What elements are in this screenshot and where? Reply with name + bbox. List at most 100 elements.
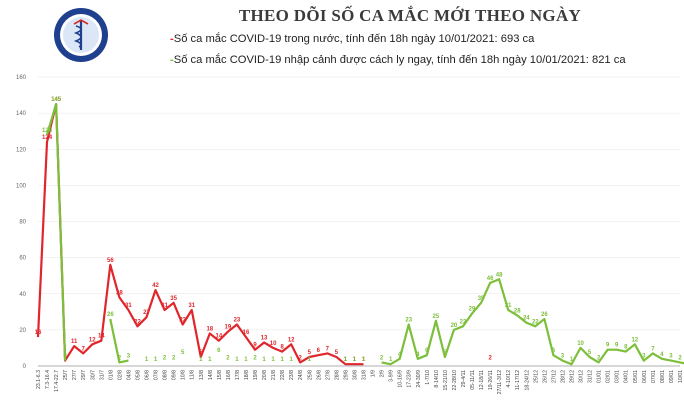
domestic-data-label-11: 22 — [134, 319, 141, 325]
imported-segment-1-label-15: 28 — [514, 308, 521, 314]
domestic-data-label-16: 23 — [179, 317, 186, 323]
domestic-data-label-15: 35 — [170, 296, 177, 302]
imported-segment-1-label-24: 2 — [597, 355, 601, 361]
x-tick-label-44: 8-14/10 — [434, 370, 440, 388]
domestic-data-label-12: 27 — [143, 310, 150, 316]
x-tick-label-66: 05/01 — [633, 370, 639, 383]
x-tick-label-53: 11-17/12 — [515, 370, 521, 390]
imported-point-label-7: 6 — [217, 348, 221, 354]
x-tick-label-65: 04/01 — [624, 370, 630, 383]
x-tick-label-7: 31/7 — [99, 370, 105, 380]
imported-segment-1-label-17: 22 — [532, 319, 539, 325]
imported-segment-1-label-32: 3 — [669, 354, 673, 360]
domestic-data-label-23: 16 — [243, 330, 250, 336]
x-tick-label-59: 29/12 — [569, 370, 575, 383]
domestic-data-label-25: 13 — [261, 336, 268, 342]
x-tick-label-47: 29-4/11 — [461, 370, 467, 387]
imported-segment-1-label-29: 3 — [642, 354, 646, 360]
imported-point-label-3: 2 — [172, 355, 176, 361]
imported-segment-1-label-25: 9 — [606, 343, 610, 349]
x-tick-label-46: 22-28/10 — [452, 370, 458, 391]
x-tick-label-57: 27/12 — [551, 370, 557, 383]
y-tick-label-2: 40 — [19, 292, 26, 298]
imported-data-label-2: 3 — [63, 354, 67, 360]
domestic-data-label-31: 6 — [317, 348, 321, 354]
imported-series-line-1 — [381, 278, 684, 366]
x-tick-label-30: 25/8 — [307, 370, 313, 380]
domestic-data-label-27: 8 — [280, 345, 284, 351]
imported-point-label-2: 2 — [163, 355, 167, 361]
x-tick-label-54: 18-24/12 — [524, 370, 530, 391]
x-tick-label-42: 24-30/9 — [416, 370, 422, 388]
page-title: THEO DÕI SỐ CA MẮC MỚI THEO NGÀY — [238, 6, 582, 25]
domestic-data-label-30: 5 — [308, 350, 312, 356]
x-tick-label-10: 04/8 — [126, 370, 132, 380]
x-tick-label-36: 31/8 — [362, 370, 368, 380]
x-tick-label-39: 3-9/9 — [389, 370, 395, 382]
imported-point-label-6: 1 — [208, 357, 212, 363]
x-tick-label-60: 30/12 — [579, 370, 585, 383]
x-tick-label-14: 08/8 — [163, 370, 169, 380]
x-tick-label-16: 10/8 — [181, 370, 187, 380]
domestic-data-label-8: 56 — [107, 258, 114, 264]
x-tick-label-26: 21/8 — [271, 370, 277, 380]
x-tick-label-71: 10/01 — [678, 370, 684, 383]
x-tick-label-38: 2/9 — [380, 370, 386, 377]
legend-domestic-marker: - — [170, 33, 174, 45]
imported-segment-1-label-12: 46 — [487, 276, 494, 282]
domestic-data-label-13: 42 — [152, 283, 159, 289]
imported-data-label-0: 128 — [42, 128, 53, 134]
x-tick-label-31: 26/8 — [316, 370, 322, 380]
imported-segment-1-label-4: 4 — [416, 352, 420, 358]
x-tick-label-37: 1/9 — [371, 370, 377, 377]
x-tick-label-34: 29/8 — [343, 370, 349, 380]
imported-segment-1-label-6: 25 — [433, 314, 440, 320]
x-tick-label-1: 7.3-16.4 — [45, 370, 51, 389]
imported-point-label-13: 1 — [271, 357, 275, 363]
imported-point-label-16: 1 — [308, 357, 312, 363]
imported-point-label-15: 1 — [290, 357, 294, 363]
y-tick-label-5: 100 — [16, 183, 27, 189]
domestic-data-label-21: 19 — [225, 325, 232, 331]
imported-point-label-11: 2 — [253, 355, 257, 361]
x-tick-label-9: 02/8 — [117, 370, 123, 380]
domestic-data-label-17: 31 — [188, 303, 195, 309]
imported-segment-1-label-21: 1 — [570, 357, 574, 363]
imported-segment-1-label-30: 7 — [651, 346, 655, 352]
x-tick-label-58: 28/12 — [560, 370, 566, 383]
y-tick-label-3: 60 — [19, 256, 26, 262]
domestic-data-label-6: 12 — [89, 337, 96, 343]
x-tick-label-49: 12-18/11 — [479, 370, 485, 390]
imported-point-label-17: 1 — [344, 357, 348, 363]
domestic-data-label-7: 14 — [98, 334, 105, 340]
imported-point-label-10: 1 — [244, 357, 248, 363]
ministry-logo — [54, 8, 108, 62]
x-tick-label-23: 18/8 — [244, 370, 250, 380]
x-tick-label-45: 15-21/10 — [443, 370, 449, 391]
imported-segment-1-label-2: 4 — [398, 352, 402, 358]
imported-segment-1-label-8: 20 — [451, 323, 458, 329]
imported-segment-0-label-1: 2 — [118, 355, 122, 361]
x-tick-label-18: 13/8 — [199, 370, 205, 380]
imported-series-line-0 — [109, 318, 129, 364]
domestic-data-label-19: 18 — [206, 326, 213, 332]
x-tick-label-15: 09/8 — [172, 370, 178, 380]
domestic-data-label-24: 9 — [253, 343, 257, 349]
imported-segment-1-label-7: 5 — [443, 350, 447, 356]
domestic-data-label-10: 31 — [125, 303, 132, 309]
x-tick-label-43: 1-7/10 — [425, 370, 431, 385]
domestic-data-label-22: 23 — [234, 317, 241, 323]
x-tick-label-56: 26/12 — [542, 370, 548, 383]
imported-segment-1-label-20: 3 — [561, 354, 565, 360]
imported-segment-1-label-28: 12 — [631, 337, 638, 343]
imported-segment-1-label-13: 48 — [496, 272, 503, 278]
domestic-point-label-0: 2 — [488, 355, 492, 361]
domestic-data-label-35: 1 — [353, 357, 357, 363]
domestic-data-label-18: 5 — [199, 350, 203, 356]
x-tick-label-40: 10-16/9 — [398, 370, 404, 388]
x-tick-label-11: 05/8 — [135, 370, 141, 380]
x-tick-label-24: 19/8 — [253, 370, 259, 380]
domestic-data-label-26: 10 — [270, 341, 277, 347]
